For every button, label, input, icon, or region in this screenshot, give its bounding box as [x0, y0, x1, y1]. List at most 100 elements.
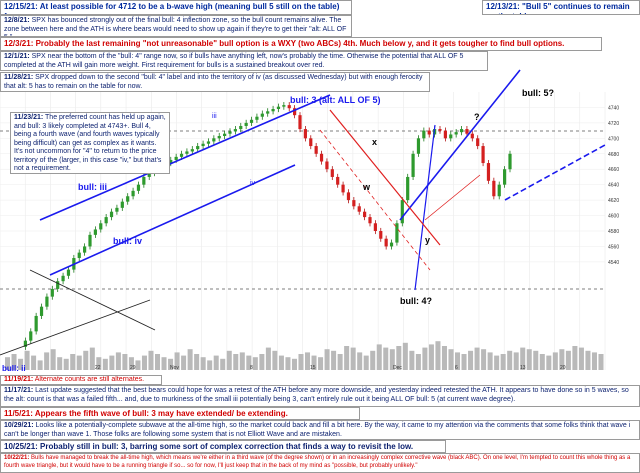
candle-body [503, 169, 507, 185]
candle-body [126, 196, 130, 202]
note-text: Probably still in bull: 3, barring some … [40, 442, 414, 451]
candle-body [481, 146, 485, 164]
candle-body [174, 156, 178, 160]
candle-body [298, 115, 302, 130]
y-tick-label: 4580 [608, 229, 619, 235]
candle-body [427, 130, 431, 135]
volume-bar [50, 349, 56, 370]
volume-bar [585, 350, 591, 370]
note-text: Bulls have managed to break the all-time… [4, 455, 631, 469]
note-date: 11/5/21: [4, 409, 33, 418]
candle-body [497, 184, 501, 197]
label-bull5: bull: 5? [522, 88, 554, 98]
volume-bar [331, 350, 337, 370]
volume-bar [265, 347, 271, 370]
triangle-line-lower [29, 269, 156, 331]
volume-bar [455, 352, 461, 370]
candle-body [217, 136, 221, 139]
candle-body [239, 125, 243, 130]
volume-bar [415, 354, 421, 370]
candle-body [244, 122, 248, 126]
candle-body [411, 153, 415, 177]
volume-bar [109, 355, 115, 370]
x-axis: Nov Dec 8 15 22 29 6 13 20 [95, 365, 566, 371]
volume-bar [89, 347, 95, 370]
candle-body [395, 223, 399, 243]
volume-bar [76, 355, 82, 370]
note-10-25: 10/25/21: Probably still in bull: 3, bar… [0, 440, 446, 453]
volume-bar [259, 354, 265, 370]
note-10-29: 10/29/21: Looks like a potentially-compl… [0, 420, 640, 440]
volume-bar [37, 360, 43, 370]
note-text: SPX dropped down to the second "bull: 4"… [4, 74, 423, 90]
y-tick-label: 4700 [608, 136, 619, 142]
note-date: 12/13/21: [486, 2, 520, 11]
volume-bar [181, 355, 187, 370]
volume-bar [187, 349, 193, 370]
volume-bar [18, 358, 24, 370]
volume-bar [481, 349, 487, 370]
note-11-19: 11/19/21: Alternate counts are still alt… [0, 375, 162, 385]
volume-bar [565, 350, 571, 370]
candle-body [23, 340, 27, 347]
x-tick-label: 20 [560, 365, 566, 371]
label-question: ? [474, 112, 480, 122]
volume-bar [350, 347, 356, 370]
red-resistance-dashed [319, 129, 431, 271]
candle-body [196, 146, 200, 150]
candle-body [373, 223, 377, 231]
volume-bar [409, 350, 415, 370]
volume-bar [11, 354, 17, 370]
candle-body [363, 211, 367, 218]
volume-bar [468, 350, 474, 370]
note-12-01: 12/1/21: SPX near the bottom of the "bul… [0, 51, 488, 71]
note-date: 10/25/21: [4, 442, 38, 451]
candle-body [492, 180, 496, 197]
x-tick-label: 8 [250, 365, 253, 371]
x-tick-label: Nov [170, 365, 179, 371]
candle-body [416, 138, 421, 154]
note-text: At least possible for 4712 to be a b-wav… [4, 2, 340, 14]
volume-bar [128, 357, 134, 370]
note-date: 12/8/21: [4, 17, 30, 24]
volume-bar [396, 346, 402, 370]
candle-body [293, 108, 297, 116]
candle-body [271, 108, 275, 112]
note-text: "Bull 5" continues to remain on the tabl… [486, 2, 630, 14]
candle-body [465, 129, 469, 134]
note-11-05: 11/5/21: Appears the fifth wave of bull:… [0, 407, 360, 420]
candle-body [352, 200, 356, 207]
label-bull3: bull: 3 (alt: ALL OF 5) [290, 95, 381, 105]
label-iii-small: iii [212, 113, 217, 120]
note-10-22: 10/22/21: Bulls have managed to break th… [0, 453, 640, 473]
channel-lower-iii [49, 164, 296, 276]
candle-body [88, 234, 92, 247]
volume-bar [539, 354, 545, 370]
candle-body [109, 211, 114, 218]
volume-bar [174, 352, 180, 370]
volume-bar [161, 357, 167, 370]
candle-body [314, 146, 318, 154]
volume-bar [115, 352, 121, 370]
candle-body [206, 141, 211, 144]
note-12-03: 12/3/21: Probably the last remaining "no… [0, 37, 602, 51]
volume-bar [135, 360, 141, 370]
volume-bar [559, 349, 565, 370]
volume-bar [233, 354, 239, 370]
volume-bar [57, 357, 63, 370]
volume-bar [207, 360, 213, 370]
candle-body [45, 296, 49, 307]
volume-bar [428, 344, 434, 370]
note-date: 11/19/21: [4, 376, 34, 383]
note-text: Last update suggested that the best bear… [4, 387, 629, 403]
y-tick-label: 4740 [608, 105, 619, 111]
volume-bar [298, 354, 304, 370]
candle-body [384, 238, 388, 247]
candle-body [233, 129, 237, 132]
volume-bar [526, 349, 532, 370]
candle-body [325, 161, 329, 170]
volume-bar [194, 354, 200, 370]
candle-body [508, 153, 512, 170]
note-text: SPX near the bottom of the "bull: 4" ran… [4, 53, 464, 69]
candle-body [303, 129, 307, 139]
